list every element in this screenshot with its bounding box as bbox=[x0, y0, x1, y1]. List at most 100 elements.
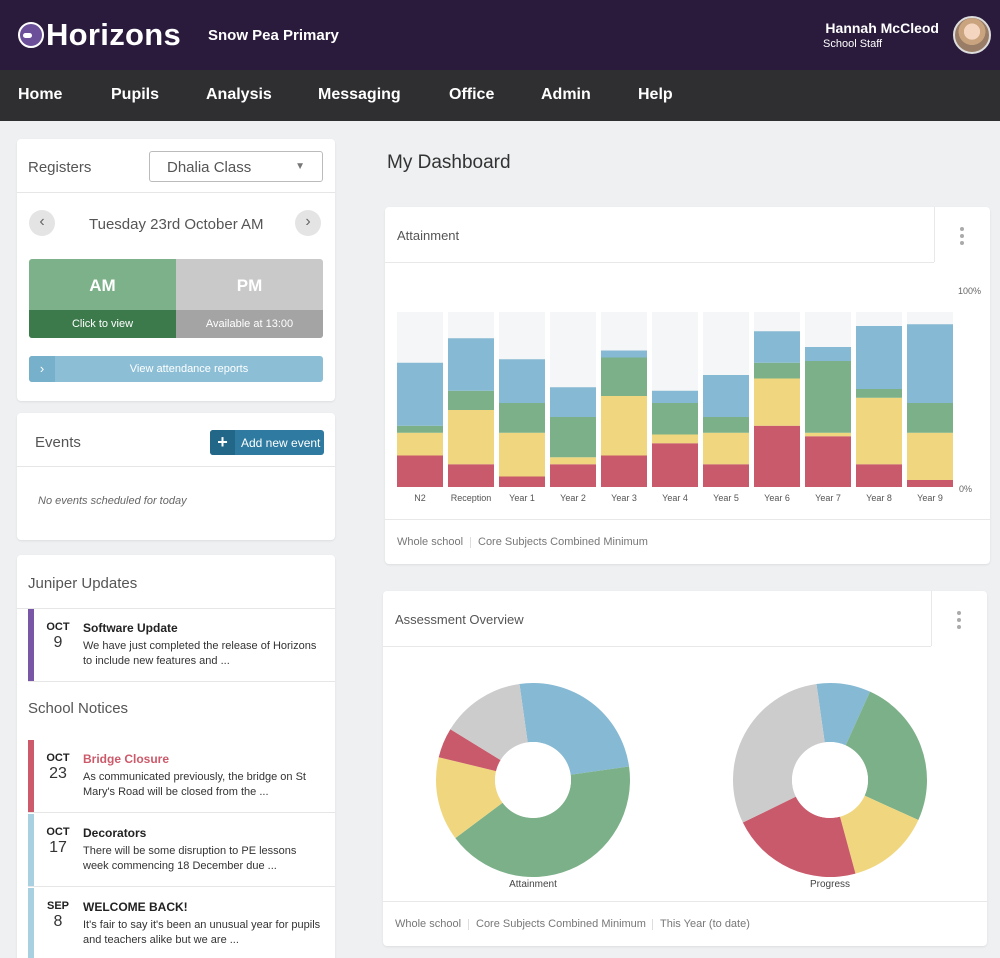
more-options-icon[interactable] bbox=[949, 609, 969, 633]
bar-segment bbox=[601, 455, 647, 487]
notice-color-bar bbox=[28, 814, 34, 886]
bar-segment bbox=[652, 443, 698, 487]
divider bbox=[383, 646, 931, 647]
bar-segment bbox=[550, 464, 596, 487]
bar-segment bbox=[652, 390, 698, 403]
assessment-donut-charts: Attainment Progress bbox=[436, 683, 927, 890]
nav-home[interactable]: Home bbox=[18, 86, 63, 103]
attainment-bar-chart: 100% 0% N2 Reception Year 1 Year 2 Year 3 Year … bbox=[397, 286, 981, 503]
school-notices-title: School Notices bbox=[28, 700, 129, 717]
donut-slice bbox=[845, 691, 927, 821]
x-tick-label: Year 1 bbox=[509, 493, 535, 503]
nav-analysis[interactable]: Analysis bbox=[206, 86, 272, 103]
page-title: My Dashboard bbox=[387, 152, 511, 173]
bar-segment bbox=[754, 378, 800, 426]
add-event-label: Add new event bbox=[241, 436, 321, 450]
bar-segment bbox=[856, 464, 902, 487]
nav-pupils[interactable]: Pupils bbox=[111, 86, 160, 103]
am-sublabel: Click to view bbox=[29, 310, 176, 338]
bar-segment bbox=[856, 389, 902, 398]
divider bbox=[17, 192, 335, 193]
am-register-button[interactable]: AM Click to view bbox=[29, 259, 176, 338]
main-nav: Home Pupils Analysis Messaging Office Ad… bbox=[0, 70, 1000, 121]
bar-segment bbox=[805, 361, 851, 433]
donut-slice bbox=[455, 766, 630, 877]
notice-body: It's fair to say it's been an unusual ye… bbox=[83, 919, 321, 946]
bar-segment bbox=[652, 434, 698, 444]
chevron-right-icon: › bbox=[29, 356, 55, 382]
bar-segment bbox=[448, 410, 494, 465]
notice-body: There will be some disruption to PE less… bbox=[83, 845, 297, 872]
bar-segment bbox=[805, 347, 851, 361]
footer-filter-subjects: Core Subjects Combined Minimum bbox=[476, 918, 646, 930]
bar-segment bbox=[907, 324, 953, 403]
registers-title: Registers bbox=[28, 159, 92, 176]
footer-separator bbox=[468, 919, 469, 930]
divider bbox=[931, 591, 932, 646]
x-tick-label: Year 8 bbox=[866, 493, 892, 503]
bar-segment bbox=[601, 357, 647, 396]
x-tick-label: N2 bbox=[414, 493, 426, 503]
avatar[interactable] bbox=[953, 16, 991, 54]
y-tick-label: 0% bbox=[959, 484, 972, 494]
assessment-title: Assessment Overview bbox=[395, 612, 524, 627]
bar-segment bbox=[703, 464, 749, 487]
prev-date-button[interactable]: ‹ bbox=[29, 210, 55, 236]
class-select[interactable]: Dhalia Class ▼ bbox=[149, 151, 323, 182]
next-date-button[interactable]: › bbox=[295, 210, 321, 236]
bar-segment bbox=[550, 417, 596, 458]
events-card: Events + Add new event No events schedul… bbox=[17, 413, 335, 540]
add-new-event-button[interactable]: + Add new event bbox=[210, 430, 324, 455]
nav-admin[interactable]: Admin bbox=[541, 86, 591, 103]
notice-body: We have just completed the release of Ho… bbox=[83, 640, 317, 667]
notice-month: OCT bbox=[46, 826, 70, 838]
bar-segment bbox=[499, 403, 545, 433]
nav-office[interactable]: Office bbox=[449, 86, 495, 103]
pm-register-block: PM Available at 13:00 bbox=[176, 259, 323, 338]
bar-segment bbox=[397, 425, 443, 433]
bar-segment bbox=[805, 432, 851, 437]
attainment-title: Attainment bbox=[397, 228, 460, 243]
notice-day: 9 bbox=[53, 634, 63, 651]
footer-filter-scope: Whole school bbox=[395, 918, 462, 930]
donut-slice bbox=[450, 683, 528, 761]
notice-item[interactable]: OCT 17 Decorators There will be some dis… bbox=[28, 814, 335, 887]
notice-item[interactable]: SEP 8 WELCOME BACK! It's fair to say it'… bbox=[28, 888, 335, 958]
notice-item[interactable]: OCT 23 Bridge Closure As communicated pr… bbox=[28, 740, 335, 813]
bar-segment bbox=[907, 432, 953, 480]
school-name: Snow Pea Primary bbox=[208, 27, 339, 44]
bar-segment bbox=[448, 390, 494, 410]
bar-segment bbox=[448, 338, 494, 391]
pm-sublabel: Available at 13:00 bbox=[176, 310, 323, 338]
divider bbox=[383, 901, 987, 902]
nav-help[interactable]: Help bbox=[638, 86, 673, 103]
chevron-left-icon: ‹ bbox=[39, 213, 45, 230]
x-tick-label: Year 2 bbox=[560, 493, 586, 503]
donut-slice bbox=[839, 795, 919, 874]
bar-segment bbox=[754, 425, 800, 487]
x-tick-label: Year 9 bbox=[917, 493, 943, 503]
notice-day: 8 bbox=[53, 913, 63, 930]
brand-logo[interactable]: Horizons bbox=[18, 17, 181, 53]
update-item[interactable]: OCT 9 Software Update We have just compl… bbox=[28, 609, 335, 682]
notice-title: Bridge Closure bbox=[83, 752, 170, 766]
more-options-icon[interactable] bbox=[952, 225, 972, 249]
juniper-updates-title: Juniper Updates bbox=[28, 575, 138, 592]
bar-segment bbox=[397, 432, 443, 456]
donut-slice bbox=[733, 683, 825, 823]
user-name[interactable]: Hannah McCleod bbox=[825, 20, 939, 36]
pm-label: PM bbox=[236, 276, 263, 295]
footer-filter-subjects: Core Subjects Combined Minimum bbox=[478, 536, 648, 548]
y-tick-label: 100% bbox=[958, 286, 981, 296]
bar-segment bbox=[703, 417, 749, 433]
am-label: AM bbox=[89, 276, 116, 295]
nav-messaging[interactable]: Messaging bbox=[318, 86, 401, 103]
notice-title: Decorators bbox=[83, 826, 147, 840]
view-attendance-reports-button[interactable]: › View attendance reports bbox=[29, 356, 323, 382]
bar-segment bbox=[499, 476, 545, 487]
notice-title: WELCOME BACK! bbox=[83, 900, 188, 914]
bar-segment bbox=[856, 326, 902, 389]
divider bbox=[385, 519, 990, 520]
chevron-right-icon: › bbox=[305, 213, 311, 230]
bar-segment bbox=[499, 432, 545, 477]
